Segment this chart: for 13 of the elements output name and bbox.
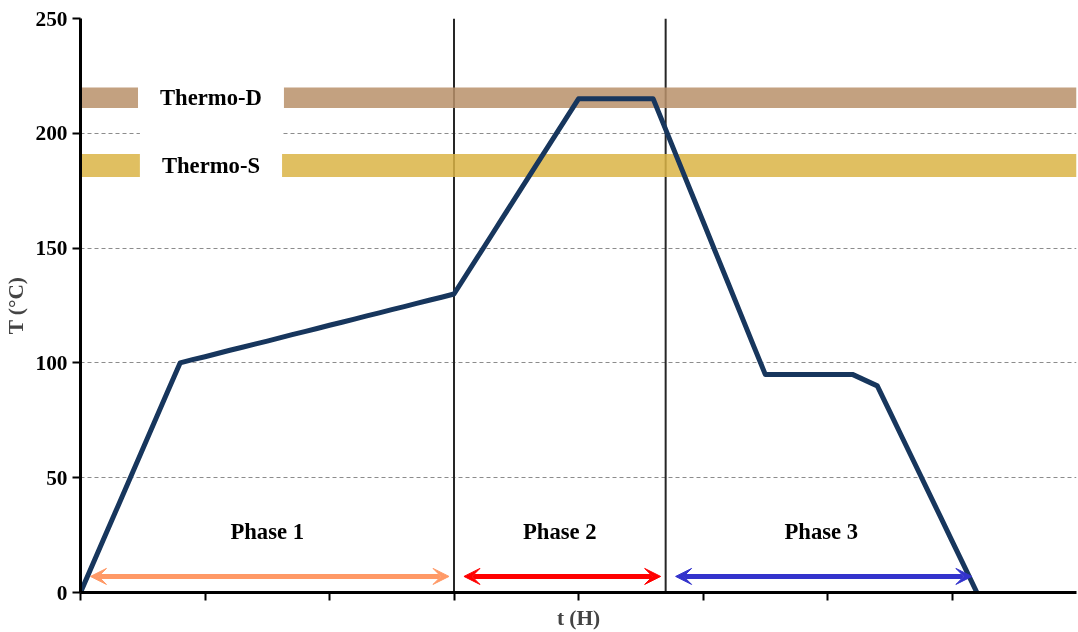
y-axis-title: T (°C)	[3, 277, 28, 335]
y-tick-label: 200	[35, 121, 68, 146]
x-axis-title: t (H)	[556, 605, 601, 630]
y-tick-label: 50	[46, 465, 68, 490]
annotation: Phase 1	[230, 518, 305, 544]
y-tick-label: 250	[35, 6, 68, 31]
y-tick-label: 100	[35, 350, 68, 375]
band-label: Thermo-S	[161, 152, 261, 178]
y-tick-label: 150	[35, 236, 68, 261]
y-tick-label: 0	[56, 580, 68, 605]
annotation: Phase 3	[784, 518, 859, 544]
annotation: Phase 2	[523, 518, 597, 544]
band-label: Thermo-D	[160, 85, 262, 111]
